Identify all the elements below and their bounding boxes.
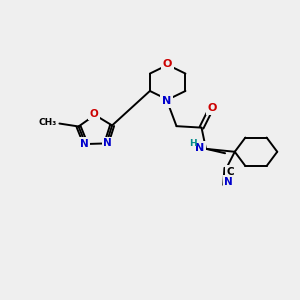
Text: N: N [195,143,204,153]
Text: N: N [103,138,112,148]
Text: O: O [89,109,98,119]
Text: O: O [207,103,217,113]
Text: CH₃: CH₃ [39,118,57,127]
Text: H: H [189,139,197,148]
Text: N: N [162,96,171,106]
Text: N: N [224,177,233,187]
Text: O: O [163,59,172,69]
Text: N: N [80,139,88,149]
Text: C: C [226,167,234,177]
